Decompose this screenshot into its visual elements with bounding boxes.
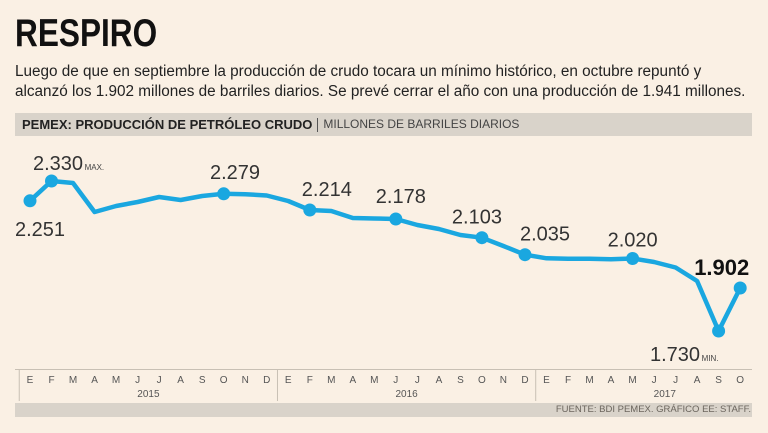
data-label-value: 2.035 bbox=[520, 224, 570, 246]
data-label-value: 2.279 bbox=[210, 162, 260, 184]
month-tick-label: E bbox=[543, 375, 550, 386]
month-tick-label: S bbox=[715, 375, 722, 386]
year-tick-label: 2017 bbox=[654, 389, 677, 400]
subtitle: Luego de que en septiembre la producción… bbox=[15, 62, 745, 102]
month-tick-label: J bbox=[652, 375, 657, 386]
month-tick-label: S bbox=[199, 375, 206, 386]
month-tick-label: M bbox=[327, 375, 335, 386]
month-tick-label: O bbox=[736, 375, 744, 386]
data-label: 2.178 bbox=[376, 186, 426, 208]
month-tick-label: D bbox=[263, 375, 270, 386]
month-tick-label: F bbox=[307, 375, 313, 386]
data-label-value: 1.902 bbox=[694, 255, 749, 280]
month-tick-label: J bbox=[393, 375, 398, 386]
month-tick-label: D bbox=[521, 375, 528, 386]
data-point-marker bbox=[733, 281, 747, 295]
month-tick-label: A bbox=[91, 375, 98, 386]
data-label-value: 2.103 bbox=[452, 207, 502, 229]
month-tick-label: M bbox=[370, 375, 378, 386]
month-tick-label: A bbox=[694, 375, 701, 386]
chart-header: PEMEX: PRODUCCIÓN DE PETRÓLEO CRUDO MILLO… bbox=[15, 113, 752, 136]
data-point-marker bbox=[23, 194, 37, 208]
month-tick-label: O bbox=[220, 375, 228, 386]
data-label-note: MAX. bbox=[85, 163, 105, 172]
data-label-value: 2.178 bbox=[376, 186, 426, 208]
month-tick-label: M bbox=[628, 375, 636, 386]
month-tick-label: J bbox=[673, 375, 678, 386]
data-label: 2.103 bbox=[452, 207, 502, 229]
data-label: 2.279 bbox=[210, 162, 260, 184]
source-band: FUENTE: BDI PEMEX. GRÁFICO EE: STAFF. bbox=[15, 403, 752, 417]
data-point-marker bbox=[475, 231, 489, 245]
month-tick-label: J bbox=[157, 375, 162, 386]
data-label-value: 2.020 bbox=[608, 230, 658, 252]
data-label-value: 2.214 bbox=[302, 179, 352, 201]
month-tick-label: M bbox=[585, 375, 593, 386]
data-label: 1.902 bbox=[694, 255, 749, 280]
month-tick-label: N bbox=[500, 375, 507, 386]
data-label: 2.214 bbox=[302, 179, 352, 201]
data-point-marker bbox=[626, 252, 640, 265]
data-label: 2.251 bbox=[15, 219, 65, 241]
month-tick-label: A bbox=[608, 375, 615, 386]
month-tick-label: M bbox=[69, 375, 77, 386]
month-tick-label: F bbox=[565, 375, 571, 386]
production-line bbox=[27, 178, 743, 334]
month-tick-label: E bbox=[285, 375, 292, 386]
month-tick-label: A bbox=[349, 375, 356, 386]
subtitle-line: alcanzó los 1.902 millones de barriles d… bbox=[15, 83, 746, 100]
month-tick-label: M bbox=[112, 375, 120, 386]
subtitle-line: Luego de que en septiembre la producción… bbox=[15, 63, 702, 80]
data-label: 2.330 MAX. bbox=[33, 153, 104, 175]
data-label-value: 1.730 bbox=[650, 344, 700, 366]
month-tick-label: E bbox=[27, 375, 34, 386]
data-label: 2.035 bbox=[520, 224, 570, 246]
data-label: 1.730 MIN. bbox=[650, 344, 718, 366]
year-tick-label: 2016 bbox=[395, 389, 418, 400]
month-tick-label: N bbox=[242, 375, 249, 386]
month-tick-label: A bbox=[436, 375, 443, 386]
year-tick-label: 2015 bbox=[137, 389, 160, 400]
data-point-marker bbox=[45, 174, 58, 188]
data-point-marker bbox=[303, 203, 317, 217]
data-point-marker bbox=[389, 212, 403, 226]
header-divider bbox=[317, 117, 319, 132]
data-point-marker bbox=[217, 187, 231, 201]
data-label-note: MIN. bbox=[702, 354, 719, 363]
month-tick-label: S bbox=[457, 375, 464, 386]
data-point-marker bbox=[518, 248, 532, 262]
data-label-value: 2.330 bbox=[33, 153, 83, 175]
data-label: 2.020 bbox=[608, 230, 658, 252]
page-title: RESPIRO bbox=[15, 12, 158, 55]
data-label-value: 2.251 bbox=[15, 219, 65, 241]
month-tick-label: F bbox=[48, 375, 54, 386]
data-point-marker bbox=[712, 324, 726, 338]
chart-unit-label: MILLONES DE BARRILES DIARIOS bbox=[323, 117, 520, 131]
source-credit: FUENTE: BDI PEMEX. GRÁFICO EE: STAFF. bbox=[555, 404, 751, 415]
month-tick-label: J bbox=[415, 375, 420, 386]
month-tick-label: J bbox=[135, 375, 140, 386]
chart-title: PEMEX: PRODUCCIÓN DE PETRÓLEO CRUDO bbox=[22, 117, 313, 132]
month-tick-label: A bbox=[177, 375, 184, 386]
month-tick-label: O bbox=[478, 375, 486, 386]
